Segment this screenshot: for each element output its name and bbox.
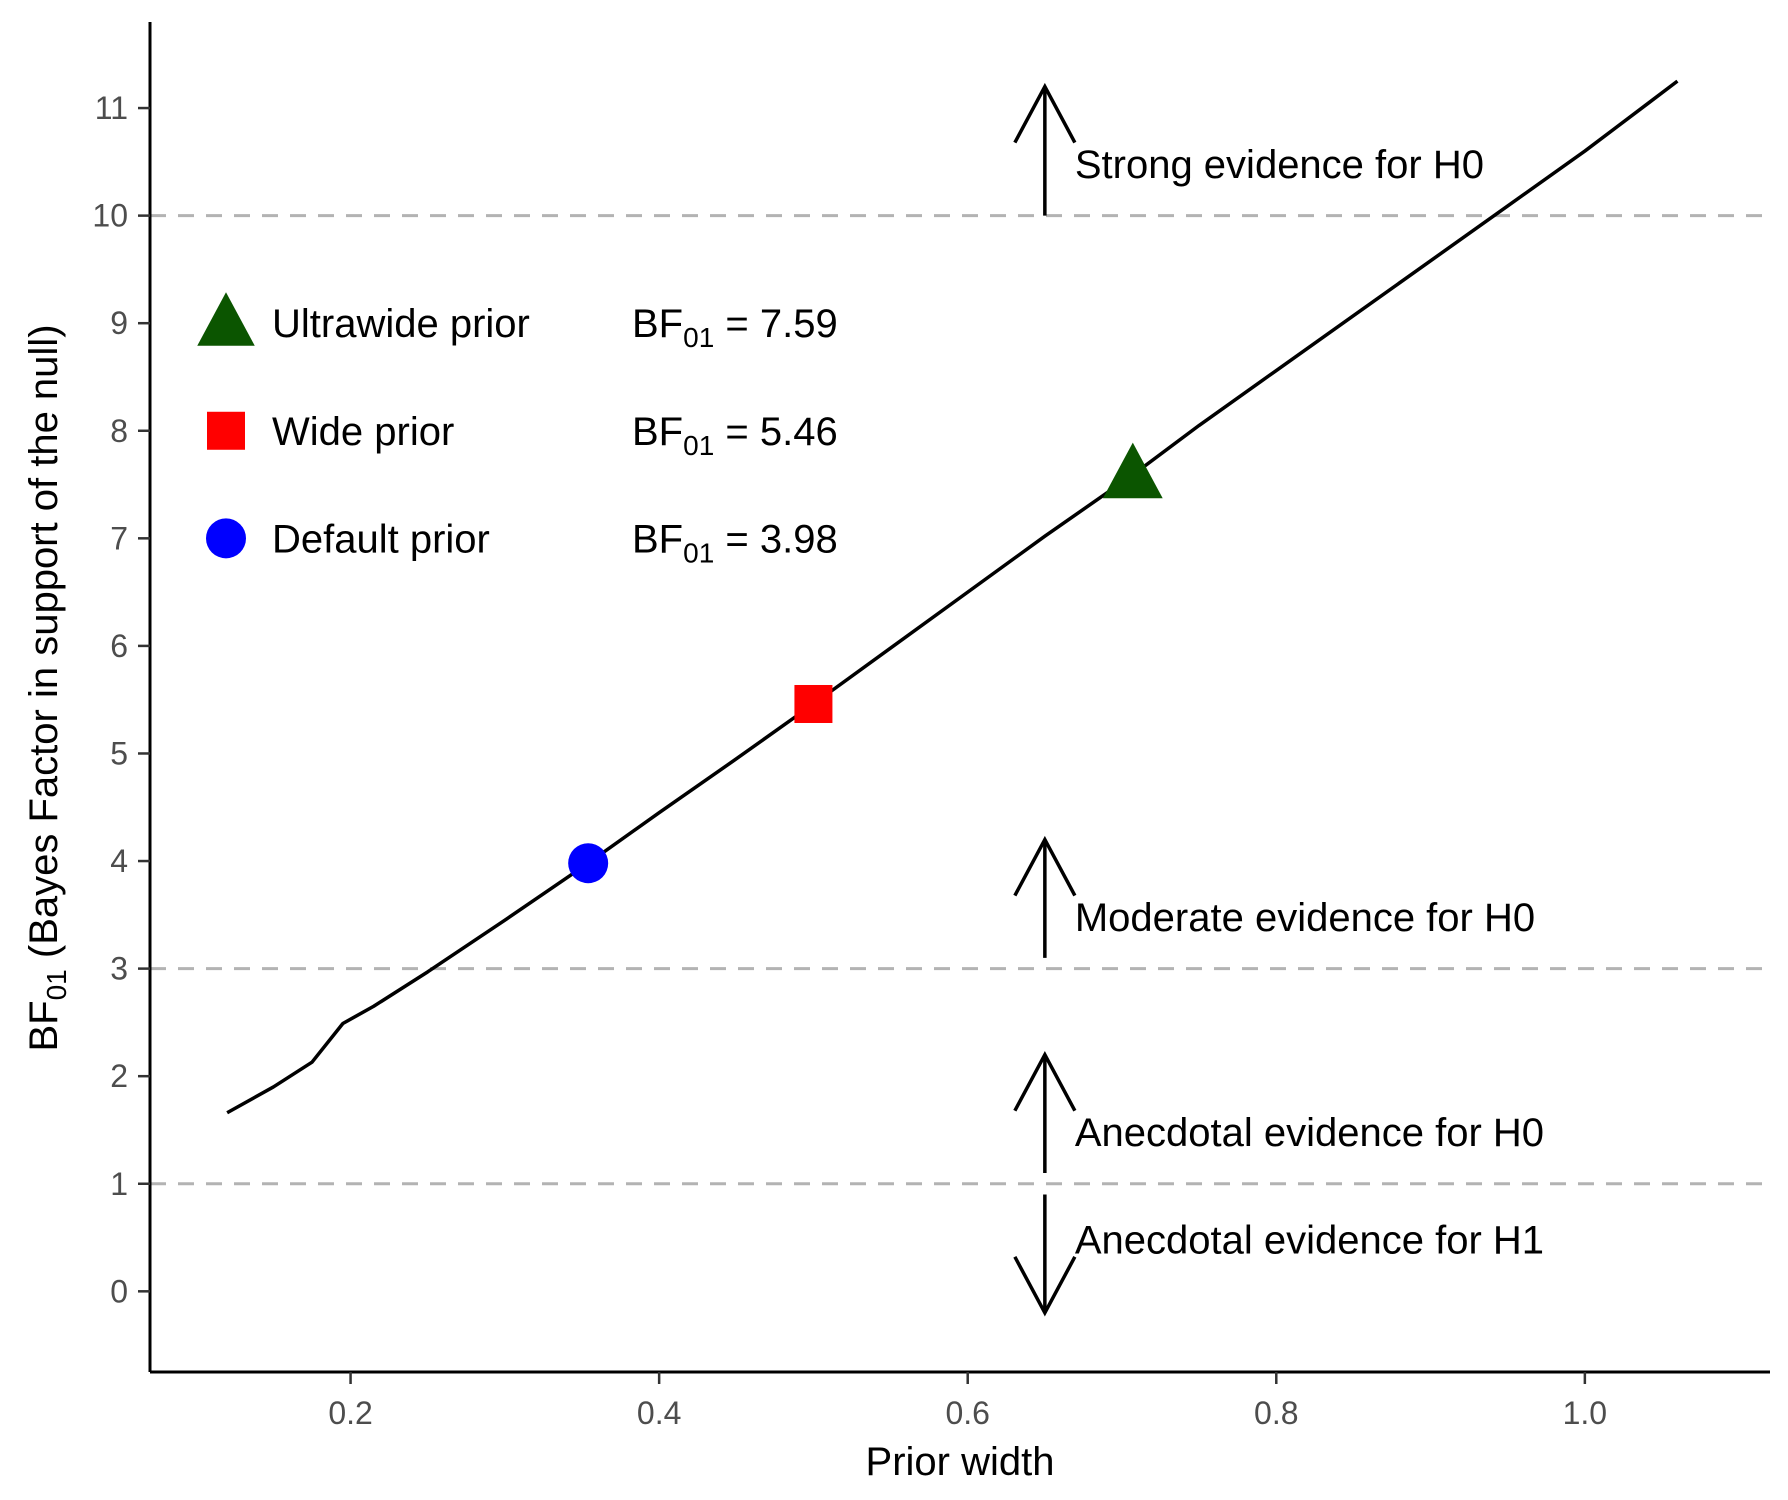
marker-circle-2 [568, 843, 609, 884]
y-tick-label-10: 10 [92, 198, 128, 234]
series-layer [226, 79, 1679, 1115]
legend-bf-label-1: BF [632, 410, 683, 454]
y-axis-label-main: BF [22, 1000, 66, 1051]
legend-item-2: Default prior BF01 = 3.98 [206, 517, 838, 568]
legend-item-0: Ultrawide prior BF01 = 7.59 [197, 292, 838, 353]
annotation-arrow-head-1 [1013, 835, 1077, 897]
y-tick-label-0: 0 [110, 1273, 128, 1309]
x-tick-label-2: 0.6 [945, 1395, 989, 1431]
x-tick-label-0: 0.2 [328, 1395, 372, 1431]
legend-marker-square-1 [207, 411, 245, 450]
annotation-0: Strong evidence for H0 [1013, 82, 1484, 216]
marker-square-1 [794, 684, 833, 723]
marker-layer [568, 442, 1163, 884]
series-line-0 [226, 79, 1679, 1115]
y-axis-label-rest: (Bayes Factor in support of the null) [22, 324, 66, 969]
x-tick-label-3: 0.8 [1254, 1395, 1298, 1431]
y-tick-label-5: 5 [110, 735, 128, 771]
annotation-text-2: Anecdotal evidence for H0 [1075, 1111, 1544, 1155]
y-tick-label-1: 1 [110, 1166, 128, 1202]
annotation-text-1: Moderate evidence for H0 [1075, 896, 1535, 940]
legend-marker-triangle-0 [197, 292, 255, 346]
annotation-1: Moderate evidence for H0 [1013, 835, 1535, 958]
legend-item-1: Wide prior BF01 = 5.46 [207, 410, 838, 461]
legend-label-1: Wide prior [272, 410, 454, 454]
legend-bf-label-2: BF [632, 517, 683, 561]
y-axis-label-subscript: 01 [41, 969, 72, 1000]
y-tick-label-3: 3 [110, 951, 128, 987]
y-tick-label-11: 11 [95, 90, 128, 126]
annotation-3: Anecdotal evidence for H1 [1013, 1194, 1544, 1317]
axes [148, 22, 1770, 1374]
legend-bf-value-1: = 5.46 [714, 410, 837, 454]
legend-bf-1: BF01 = 5.46 [632, 410, 838, 461]
legend-label-0: Ultrawide prior [272, 302, 530, 346]
y-tick-label-8: 8 [110, 413, 128, 449]
legend-bf-label-0: BF [632, 302, 683, 346]
x-axis-ticks: 0.2 0.4 0.6 0.8 1.0 [328, 1372, 1607, 1431]
legend-bf-subscript-2: 01 [683, 537, 714, 568]
y-axis-ticks: 0 1 2 3 4 5 6 7 8 9 10 11 [92, 90, 150, 1309]
annotation-2: Anecdotal evidence for H0 [1013, 1050, 1544, 1173]
reference-lines [150, 214, 1770, 1186]
annotation-arrow-head-2 [1013, 1050, 1077, 1112]
y-tick-label-9: 9 [110, 305, 128, 341]
y-tick-label-2: 2 [110, 1058, 128, 1094]
annotation-arrow-head-3 [1013, 1256, 1077, 1317]
legend-bf-subscript-0: 01 [683, 322, 714, 353]
annotation-arrow-head-0 [1013, 82, 1077, 144]
legend-bf-0: BF01 = 7.59 [632, 302, 838, 353]
legend-marker-circle-2 [206, 518, 246, 559]
legend-bf-2: BF01 = 3.98 [632, 517, 838, 568]
annotation-text-3: Anecdotal evidence for H1 [1075, 1219, 1544, 1263]
legend-bf-subscript-1: 01 [683, 430, 714, 461]
legend-bf-value-2: = 3.98 [714, 517, 837, 561]
x-tick-label-4: 1.0 [1563, 1395, 1607, 1431]
marker-triangle-0 [1102, 442, 1163, 499]
annotation-text-0: Strong evidence for H0 [1075, 143, 1484, 187]
y-tick-label-6: 6 [110, 628, 128, 664]
x-tick-label-1: 0.4 [637, 1395, 681, 1431]
x-axis-label: Prior width [866, 1440, 1055, 1484]
y-tick-label-7: 7 [110, 520, 128, 556]
y-tick-label-4: 4 [110, 843, 128, 879]
annotation-layer: Strong evidence for H0 Moderate evidence … [1013, 82, 1544, 1317]
legend-label-2: Default prior [272, 517, 490, 561]
y-axis-label: BF01 (Bayes Factor in support of the nul… [22, 324, 72, 1051]
legend-bf-value-0: = 7.59 [714, 302, 837, 346]
